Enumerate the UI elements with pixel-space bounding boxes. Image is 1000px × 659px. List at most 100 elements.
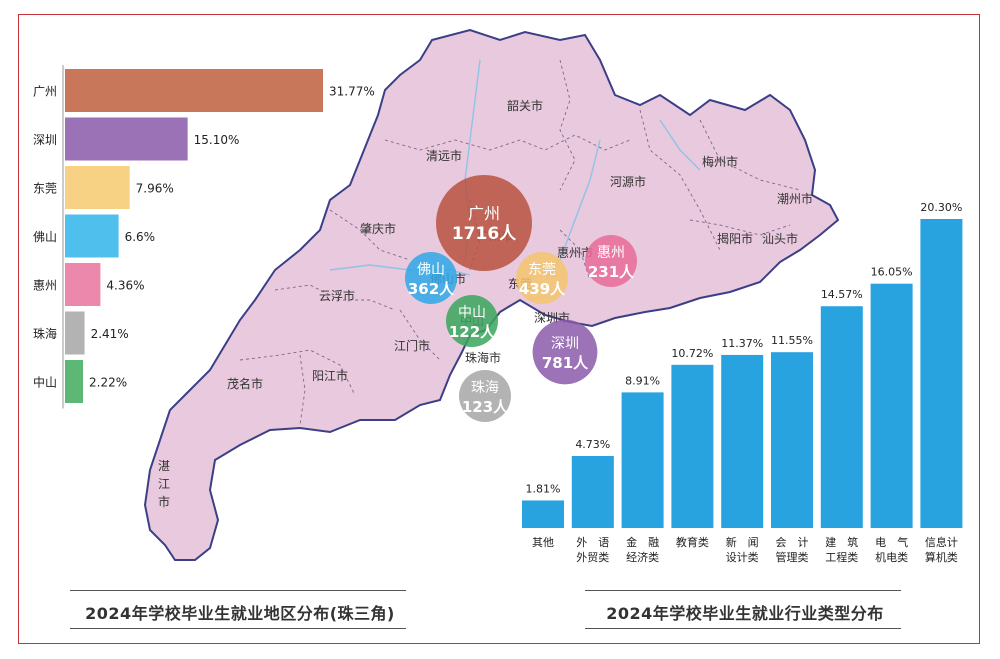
map-label: 韶关市 — [507, 98, 543, 113]
industry-bar — [920, 219, 963, 528]
industry-category-label: 机电类 — [875, 550, 908, 564]
bubble-circle — [532, 319, 598, 385]
map-label: 梅州市 — [702, 154, 738, 169]
map-label: 揭阳市 — [717, 231, 753, 246]
bubble-circle — [405, 252, 457, 304]
industry-category-label: 会 计 — [776, 536, 809, 549]
industry-bar — [721, 354, 764, 528]
region-category-label: 深圳 — [33, 133, 57, 147]
industry-bar — [771, 352, 813, 528]
bubble: 珠海 123人 — [459, 370, 511, 422]
industry-category-label: 管理类 — [776, 550, 809, 564]
map-label: 惠州市 — [557, 245, 593, 260]
industry-bar — [870, 283, 913, 528]
industry-category-label: 外贸类 — [576, 550, 609, 564]
bubble-count: 1716人 — [452, 224, 517, 244]
bubble-count: 439人 — [519, 280, 566, 298]
bubble-count: 123人 — [462, 398, 509, 416]
industry-value-label: 11.55% — [771, 334, 813, 347]
industry-value-label: 1.81% — [526, 482, 561, 495]
industry-category-label: 经济类 — [626, 550, 659, 564]
region-category-label: 中山 — [33, 375, 57, 390]
industry-value-label: 11.37% — [721, 337, 763, 350]
industry-category-label: 算机类 — [925, 550, 958, 564]
industry-value-label: 14.57% — [821, 288, 863, 301]
left-title-rule-top — [70, 590, 406, 591]
industry-category-label: 金 融 — [626, 535, 659, 549]
map-label: 珠海市 — [465, 350, 501, 365]
region-category-label: 佛山 — [33, 230, 57, 244]
industry-category-label: 教育类 — [676, 535, 709, 549]
bubble-count: 122人 — [449, 323, 496, 341]
bubble-city: 中山 — [458, 305, 486, 321]
region-value-label: 4.36% — [106, 279, 144, 293]
industry-bar — [571, 456, 614, 528]
map-label: 茂名市 — [227, 376, 263, 391]
region-value-label: 7.96% — [136, 182, 174, 196]
industry-category-label: 工程类 — [825, 550, 858, 564]
map-label: 河源市 — [610, 174, 646, 189]
bubble: 东莞 439人 — [516, 252, 568, 304]
map-label: 潮州市 — [777, 191, 813, 206]
bubble: 中山 122人 — [446, 295, 498, 347]
map-label: 市 — [158, 494, 170, 509]
bubble-city: 佛山 — [417, 262, 445, 278]
map-label: 江 — [158, 477, 170, 491]
bubble-city: 东莞 — [528, 262, 556, 278]
region-value-label: 6.6% — [125, 230, 156, 244]
industry-bar — [621, 392, 664, 528]
industry-category-label: 新 闻 — [726, 535, 759, 549]
region-bar — [65, 360, 84, 403]
region-category-label: 惠州 — [33, 279, 57, 293]
bubble-city: 广州 — [468, 204, 500, 223]
bubble-city: 惠州 — [597, 245, 625, 261]
bubble-circle — [516, 252, 568, 304]
industry-category-label: 信息计 — [925, 535, 958, 549]
region-category-label: 广州 — [33, 85, 57, 99]
region-bar — [65, 166, 130, 209]
bubble: 惠州 231人 — [585, 235, 637, 287]
bubble-count: 231人 — [588, 263, 635, 281]
bubble-count: 362人 — [408, 280, 455, 298]
map-label: 江门市 — [394, 338, 430, 353]
region-value-label: 15.10% — [194, 133, 240, 147]
region-bar — [65, 69, 323, 112]
industry-value-label: 4.73% — [575, 438, 610, 451]
bubble-circle — [436, 175, 532, 271]
map-label: 湛 — [158, 459, 170, 473]
industry-bar — [671, 364, 714, 528]
industry-category-label: 外 语 — [576, 536, 609, 549]
right-title-rule-bottom — [585, 628, 901, 629]
region-category-label: 珠海 — [33, 326, 57, 341]
industry-value-label: 16.05% — [871, 266, 913, 279]
bubble-circle — [585, 235, 637, 287]
industry-bar — [522, 500, 564, 528]
region-value-label: 2.22% — [89, 376, 127, 390]
region-category-label: 东莞 — [33, 182, 57, 196]
region-bar — [65, 214, 119, 258]
map-label: 云浮市 — [319, 288, 355, 303]
right-chart-title: 2024年学校毕业生就业行业类型分布 — [606, 604, 884, 623]
region-bar — [65, 117, 188, 161]
bubble: 佛山 362人 — [405, 252, 457, 304]
industry-value-label: 8.91% — [625, 374, 660, 387]
region-value-label: 31.77% — [329, 85, 375, 99]
bubble-city: 珠海 — [471, 380, 499, 396]
map-label: 阳江市 — [312, 368, 348, 383]
map-label: 汕头市 — [762, 231, 798, 246]
industry-category-label: 其他 — [532, 536, 554, 549]
right-title-rule-top — [585, 590, 901, 591]
bubble-circle — [459, 370, 511, 422]
industry-category-label: 设计类 — [726, 550, 759, 564]
bubble-circle — [446, 295, 498, 347]
region-value-label: 2.41% — [91, 327, 129, 341]
bubble-count: 781人 — [542, 354, 589, 372]
region-bar-chart: 广州 31.77% 深圳 15.10% 东莞 7.96% 佛山 6.6% 惠州 4.36% 珠海 2.… — [33, 65, 375, 409]
left-title-rule-bottom — [70, 628, 406, 629]
region-bar — [65, 263, 101, 306]
left-chart-title: 2024年学校毕业生就业地区分布(珠三角) — [85, 604, 395, 623]
industry-bar — [820, 306, 863, 528]
region-bar — [65, 311, 85, 355]
